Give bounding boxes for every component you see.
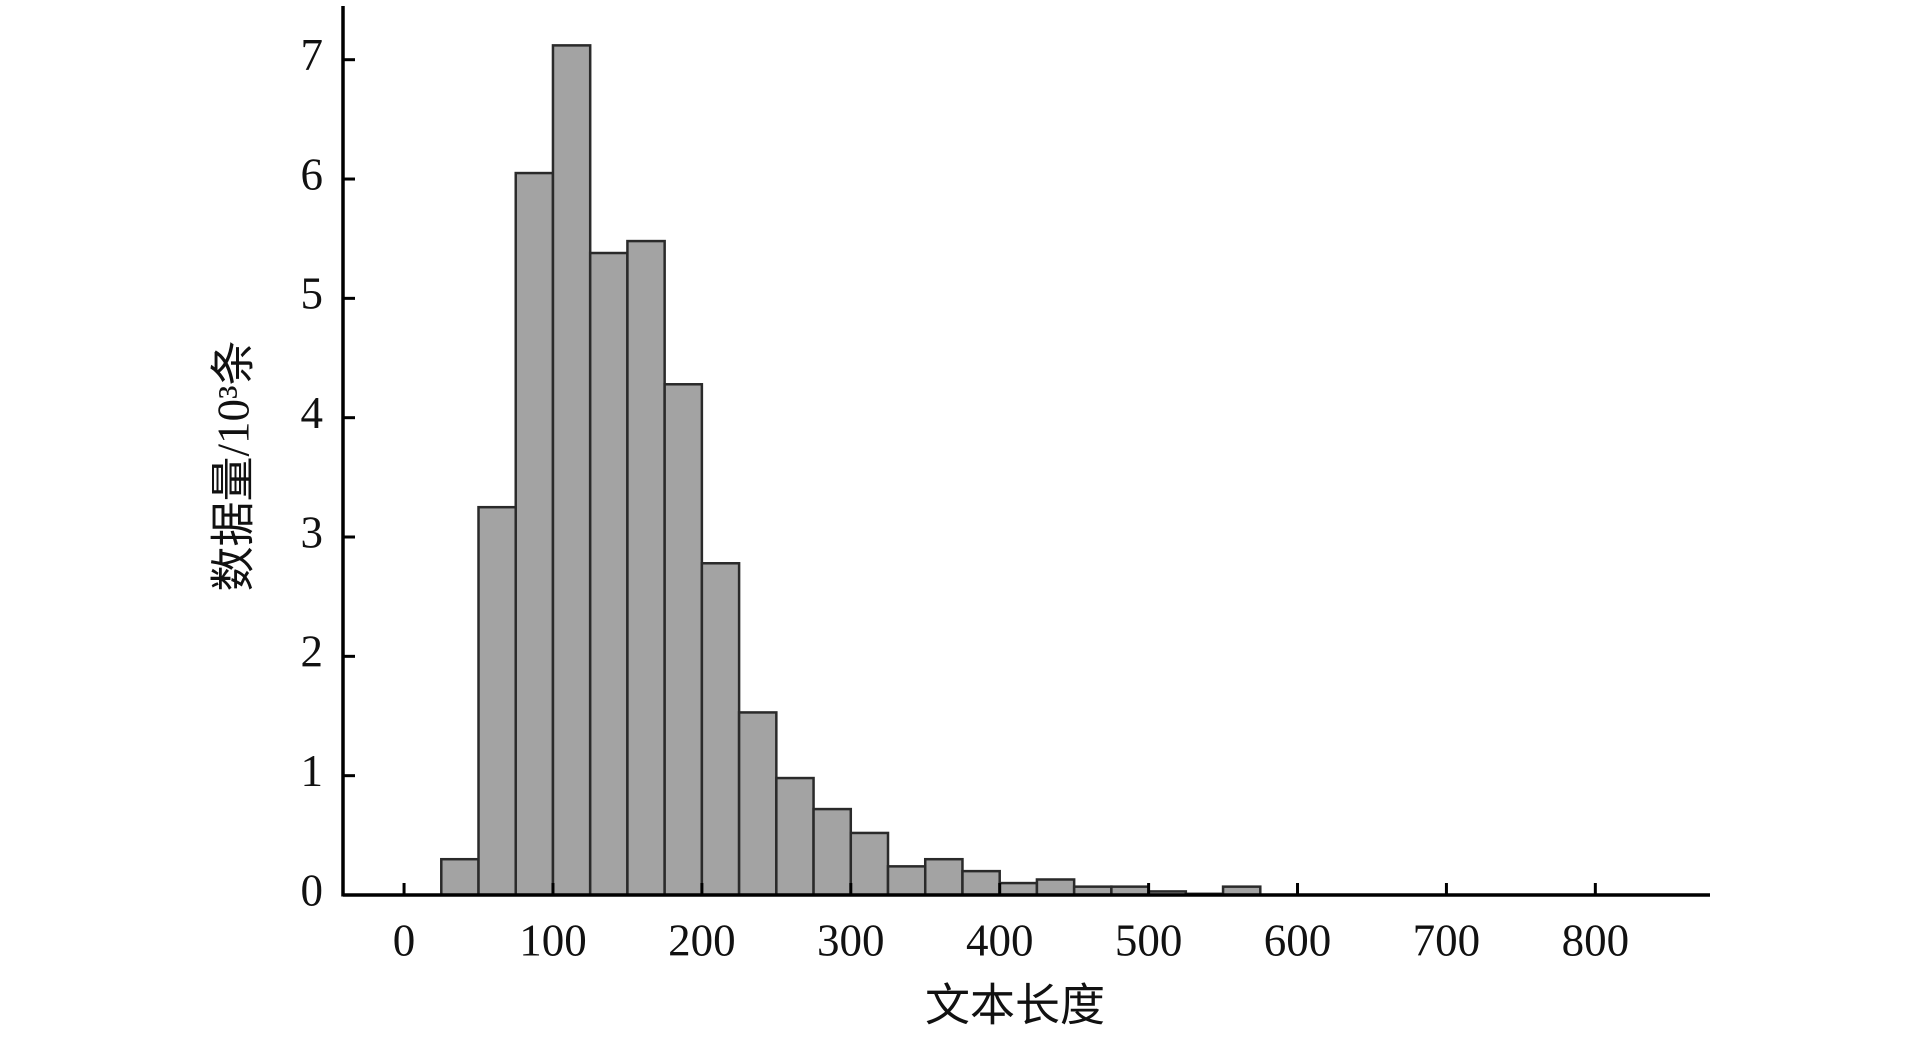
x-tick-label: 700 — [1413, 915, 1481, 965]
bar — [551, 44, 592, 897]
bar — [477, 505, 517, 897]
bar — [998, 881, 1039, 897]
y-axis-label: 数据量/10³条 — [208, 341, 258, 592]
bar — [737, 711, 778, 897]
x-tick-label: 800 — [1562, 915, 1630, 965]
bar — [812, 807, 853, 897]
bar — [886, 865, 927, 897]
bar — [626, 239, 666, 897]
bar — [700, 562, 741, 897]
bar — [775, 776, 815, 897]
y-tick-label: 2 — [301, 627, 324, 677]
x-tick-label: 100 — [519, 915, 587, 965]
y-tick-label: 3 — [301, 507, 324, 557]
y-tick-label: 5 — [301, 269, 324, 319]
bar — [440, 857, 480, 897]
x-axis-label: 文本长度 — [925, 980, 1105, 1030]
bar — [849, 831, 890, 897]
x-tick-label: 600 — [1264, 915, 1332, 965]
x-tick-label: 500 — [1115, 915, 1183, 965]
bar — [961, 869, 1001, 897]
x-tick-label: 200 — [668, 915, 736, 965]
x-tick-label: 0 — [393, 915, 416, 965]
y-tick-label: 7 — [301, 30, 324, 80]
bar — [514, 171, 555, 897]
bar — [923, 857, 964, 897]
x-tick-label: 400 — [966, 915, 1034, 965]
bar — [1035, 878, 1076, 897]
y-tick-label: 6 — [301, 149, 324, 199]
y-tick-label: 0 — [301, 865, 324, 915]
bar — [663, 383, 704, 897]
y-tick-label: 4 — [301, 388, 324, 438]
x-tick-label: 300 — [817, 915, 885, 965]
y-tick-label: 1 — [301, 746, 324, 796]
bar — [588, 251, 629, 897]
